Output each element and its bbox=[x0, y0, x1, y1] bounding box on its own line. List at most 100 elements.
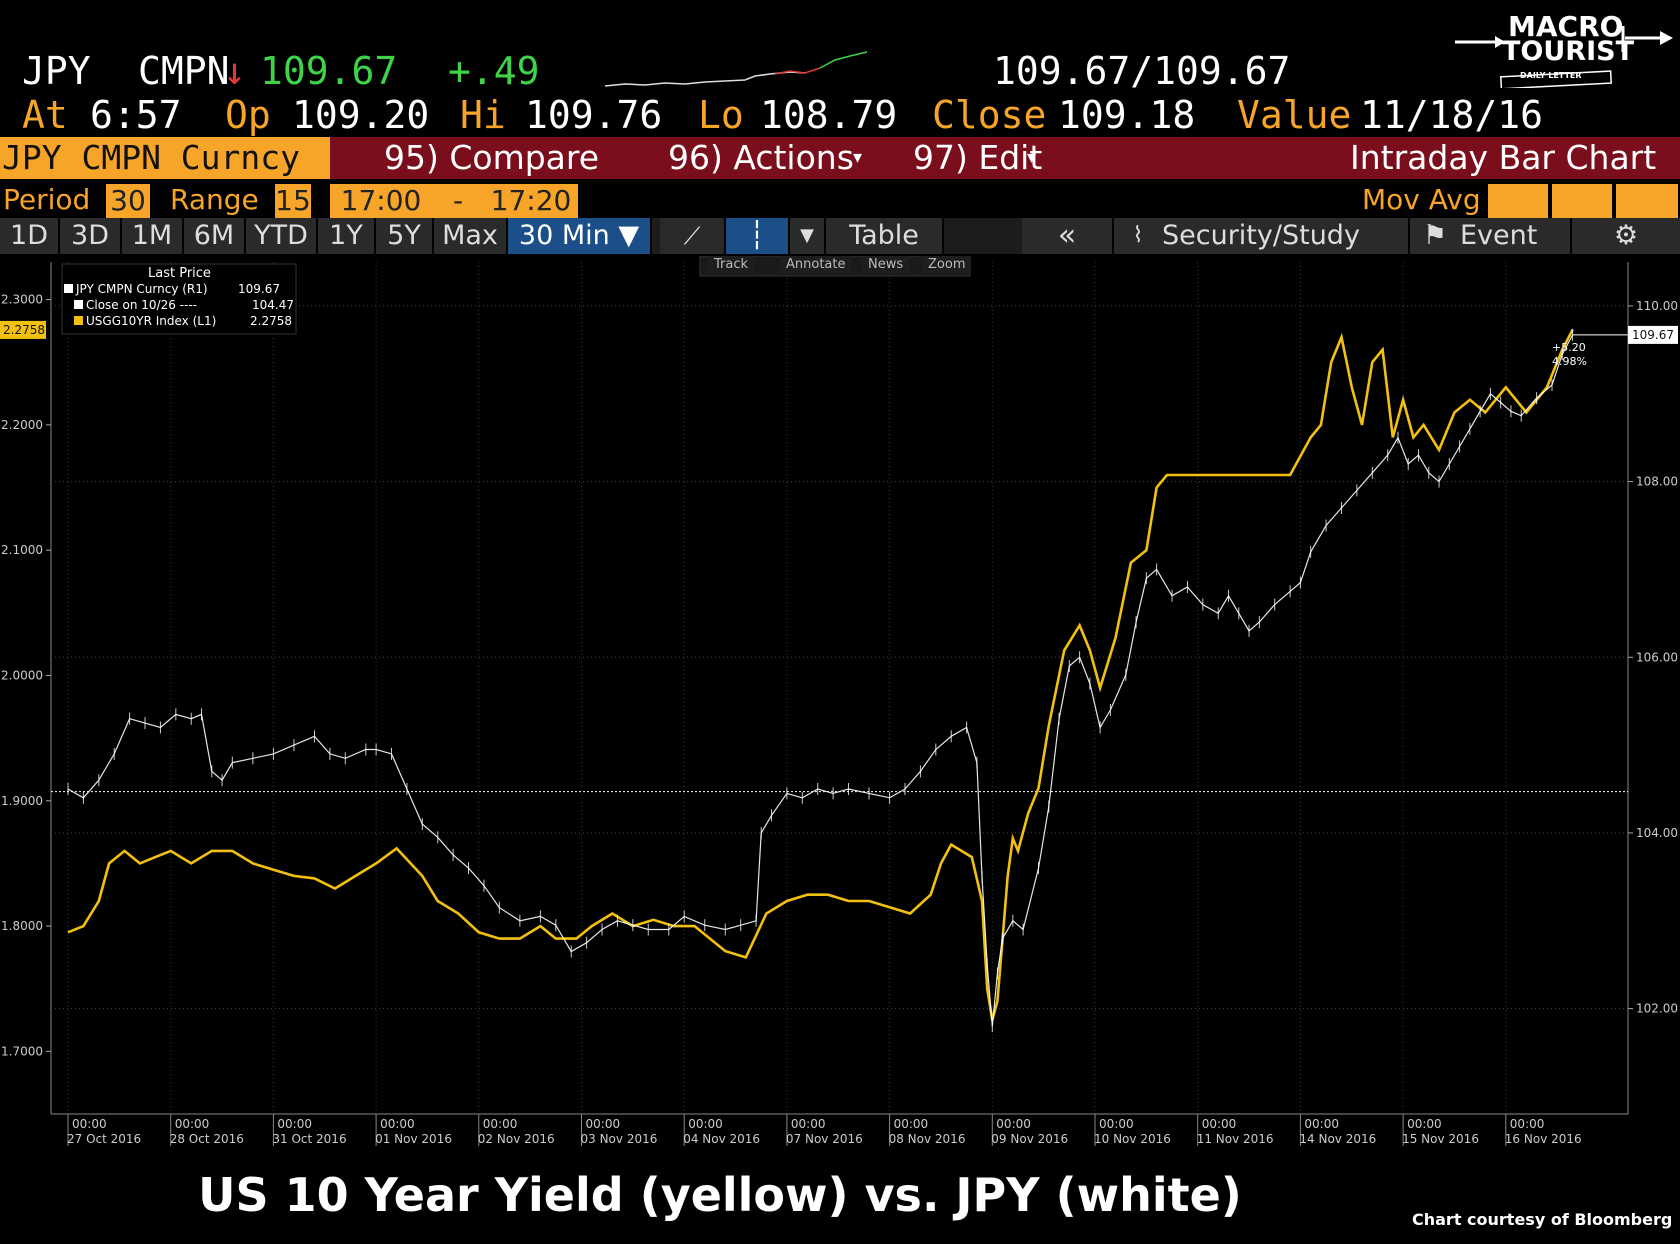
right-tick-label: 102.00 bbox=[1636, 1002, 1678, 1016]
left-last-value-tag: 2.2758 bbox=[3, 323, 45, 337]
chart-type-dropdown-icon[interactable]: ▼ bbox=[790, 218, 826, 254]
actions-button[interactable]: 96) Actions bbox=[668, 138, 854, 177]
range-field[interactable]: 15 bbox=[275, 184, 311, 218]
logo-text-tourist: TOURIST bbox=[1502, 36, 1634, 67]
x-tick-date-label: 03 Nov 2016 bbox=[581, 1132, 658, 1146]
left-tick-label: 2.2000 bbox=[1, 418, 43, 432]
tab-6m[interactable]: 6M bbox=[184, 218, 246, 254]
start-time-field[interactable]: 17:00 bbox=[330, 184, 432, 218]
x-tick-time-label: 00:00 bbox=[1202, 1117, 1237, 1131]
low-label: Lo bbox=[698, 93, 744, 137]
left-tick-label: 2.3000 bbox=[1, 293, 43, 307]
right-tick-label: 104.00 bbox=[1636, 826, 1678, 840]
logo-text-daily-letter: DAILY LETTER bbox=[1520, 71, 1582, 80]
tab-1y[interactable]: 1Y bbox=[318, 218, 376, 254]
left-tick-label: 1.7000 bbox=[1, 1044, 43, 1058]
study-icon[interactable]: ⌇ bbox=[1114, 218, 1164, 254]
mov-avg-field-1[interactable] bbox=[1488, 184, 1548, 218]
security-name[interactable]: JPY CMPN Curncy bbox=[0, 137, 330, 179]
tab-5y[interactable]: 5Y bbox=[376, 218, 434, 254]
x-tick-date-label: 14 Nov 2016 bbox=[1299, 1132, 1376, 1146]
bar-chart-icon[interactable]: ┆ bbox=[726, 218, 790, 254]
right-tick-label: 108.00 bbox=[1636, 475, 1678, 489]
legend-swatch-usgg bbox=[74, 316, 83, 325]
settings-gear-icon[interactable]: ⚙ bbox=[1572, 218, 1680, 254]
tab-1d[interactable]: 1D bbox=[0, 218, 60, 254]
down-arrow-icon: ↓ bbox=[223, 49, 246, 93]
open-label: Op bbox=[225, 93, 271, 137]
pricing-source: CMPN bbox=[138, 49, 230, 93]
legend-value-close: 104.47 bbox=[252, 298, 294, 312]
yield-line bbox=[67, 329, 1574, 1021]
net-change: +.49 bbox=[448, 49, 540, 93]
tab-1m[interactable]: 1M bbox=[122, 218, 184, 254]
tab-ytd[interactable]: YTD bbox=[246, 218, 318, 254]
end-time-field[interactable]: 17:20 bbox=[484, 184, 578, 218]
chart-type-name: Intraday Bar Chart bbox=[1350, 138, 1657, 177]
period-label: Period bbox=[3, 183, 91, 216]
zoom-button[interactable]: Zoom bbox=[922, 256, 972, 274]
back-button[interactable]: « bbox=[1022, 218, 1114, 254]
annotate-button[interactable]: Annotate bbox=[780, 256, 852, 274]
mov-avg-field-2[interactable] bbox=[1552, 184, 1612, 218]
x-tick-time-label: 00:00 bbox=[688, 1117, 723, 1131]
price-chart[interactable]: 2.3000 2.2000 2.1000 2.0000 1.9000 1.8000 1.70… bbox=[0, 256, 1680, 1166]
legend-row-usgg: USGG10YR Index (L1) bbox=[74, 314, 216, 328]
x-tick-time-label: 00:00 bbox=[1099, 1117, 1134, 1131]
x-tick-time-label: 00:00 bbox=[586, 1117, 621, 1131]
actions-dropdown-icon: ▾ bbox=[853, 147, 863, 168]
flag-icon[interactable]: ⚑ bbox=[1410, 218, 1462, 254]
period-field[interactable]: 30 bbox=[106, 184, 150, 218]
x-tick-time-label: 00:00 bbox=[1407, 1117, 1442, 1131]
tab-3d[interactable]: 3D bbox=[60, 218, 122, 254]
legend-box bbox=[61, 263, 297, 335]
x-tick-date-label: 10 Nov 2016 bbox=[1094, 1132, 1171, 1146]
change-pct-annotation: 4.98% bbox=[1552, 355, 1587, 368]
x-tick-date-label: 28 Oct 2016 bbox=[170, 1132, 244, 1146]
right-tick-label: 110.00 bbox=[1636, 299, 1678, 313]
mov-avg-field-3[interactable] bbox=[1616, 184, 1678, 218]
line-chart-icon[interactable]: ⟋ bbox=[660, 218, 726, 254]
x-tick-date-label: 11 Nov 2016 bbox=[1197, 1132, 1274, 1146]
x-tick-time-label: 00:00 bbox=[483, 1117, 518, 1131]
x-tick-date-label: 09 Nov 2016 bbox=[991, 1132, 1068, 1146]
legend-swatch-close bbox=[74, 300, 83, 309]
event-button[interactable]: Event bbox=[1460, 218, 1572, 254]
parameters-row: Period 30 Range 15 17:00 - 17:20 Mov Avg bbox=[0, 182, 1680, 218]
chart-credit: Chart courtesy of Bloomberg bbox=[1412, 1210, 1673, 1229]
tab-max[interactable]: Max bbox=[434, 218, 508, 254]
x-tick-time-label: 00:00 bbox=[1304, 1117, 1339, 1131]
bid-ask: 109.67/109.67 bbox=[993, 49, 1291, 93]
tab-30-min[interactable]: 30 Min ▼ bbox=[508, 218, 652, 254]
x-tick-date-label: 15 Nov 2016 bbox=[1402, 1132, 1479, 1146]
track-button[interactable]: Track bbox=[708, 256, 755, 274]
x-tick-date-label: 27 Oct 2016 bbox=[67, 1132, 141, 1146]
x-tick-time-label: 00:00 bbox=[277, 1117, 312, 1131]
security-study-button[interactable]: Security/Study bbox=[1162, 218, 1410, 254]
open-value: 109.20 bbox=[292, 93, 430, 137]
x-tick-time-label: 00:00 bbox=[380, 1117, 415, 1131]
x-tick-time-label: 00:00 bbox=[175, 1117, 210, 1131]
news-button[interactable]: News bbox=[862, 256, 910, 274]
legend-value-jpy: 109.67 bbox=[238, 282, 280, 296]
value-date: 11/18/16 bbox=[1360, 93, 1544, 137]
compare-button[interactable]: 95) Compare bbox=[384, 138, 600, 177]
edit-dropdown-icon: ▾ bbox=[1027, 147, 1037, 168]
edit-button[interactable]: 97) Edit bbox=[913, 138, 1043, 177]
x-tick-time-label: 00:00 bbox=[791, 1117, 826, 1131]
function-bar: JPY CMPN Curncy 95) Compare 96) Actions … bbox=[0, 137, 1680, 179]
time-value: 6:57 bbox=[90, 93, 182, 137]
legend-row-close: Close on 10/26 ---- bbox=[74, 298, 197, 312]
left-tick-label: 2.1000 bbox=[1, 543, 43, 557]
table-button[interactable]: Table bbox=[826, 218, 944, 254]
legend-label-close: Close on 10/26 ---- bbox=[86, 298, 197, 312]
x-tick-time-label: 00:00 bbox=[996, 1117, 1031, 1131]
chart-title: US 10 Year Yield (yellow) vs. JPY (white… bbox=[198, 1168, 1242, 1222]
sparkline-icon bbox=[605, 51, 868, 87]
x-tick-date-label: 16 Nov 2016 bbox=[1505, 1132, 1582, 1146]
legend-label-usgg: USGG10YR Index (L1) bbox=[86, 314, 217, 328]
range-tabs: 1D 3D 1M 6M YTD 1Y 5Y Max 30 Min ▼ ⟋ ┆ ▼… bbox=[0, 218, 1680, 254]
close-value: 109.18 bbox=[1058, 93, 1196, 137]
last-price: 109.67 bbox=[260, 49, 398, 93]
left-tick-label: 2.0000 bbox=[1, 668, 43, 682]
